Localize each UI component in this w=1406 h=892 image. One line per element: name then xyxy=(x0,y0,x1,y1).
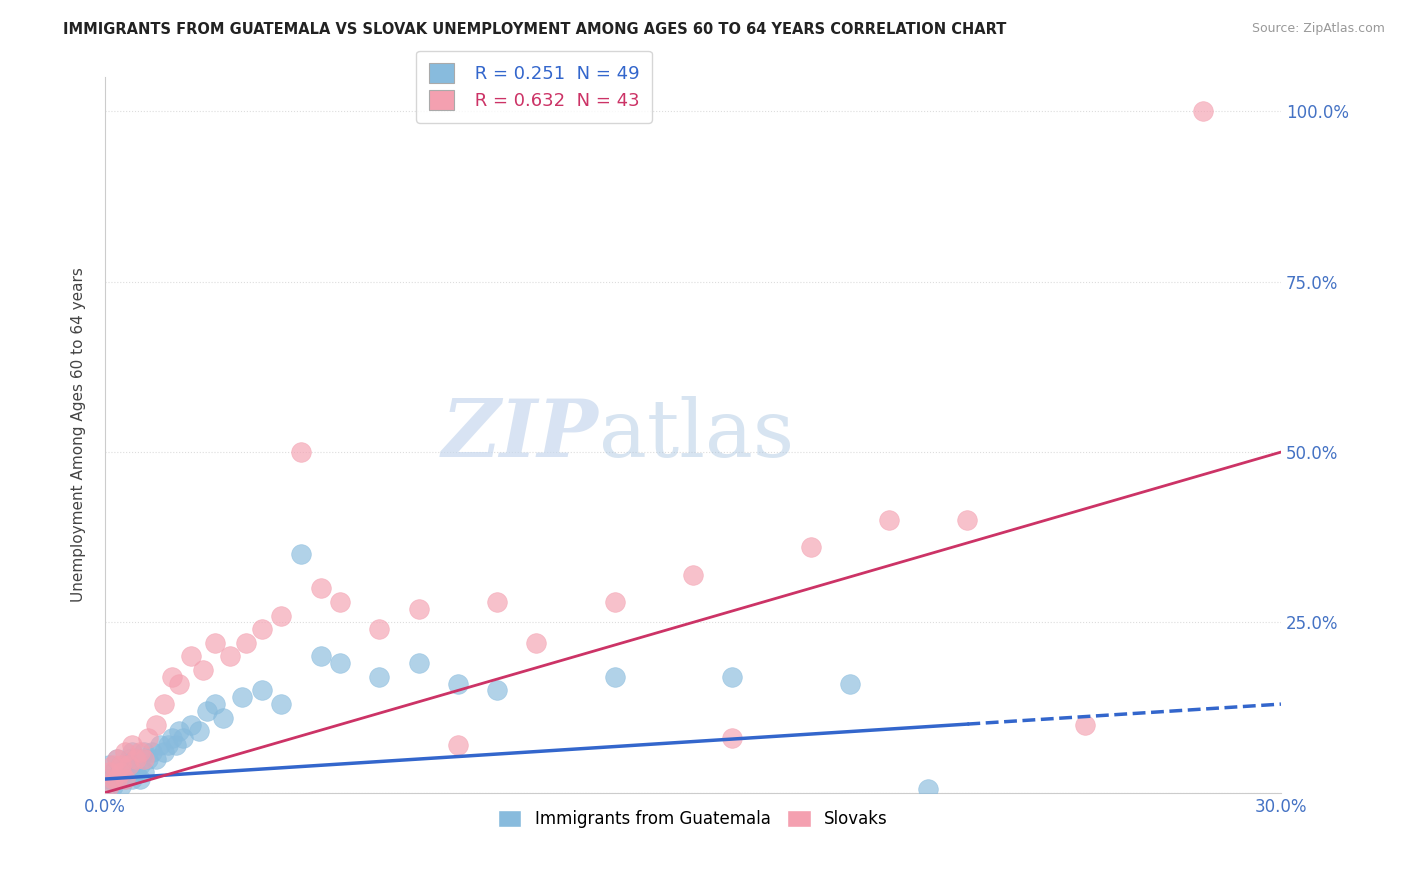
Point xyxy=(309,649,332,664)
Point xyxy=(114,745,136,759)
Point xyxy=(447,676,470,690)
Point xyxy=(105,772,128,786)
Point xyxy=(169,676,191,690)
Point xyxy=(156,738,179,752)
Point xyxy=(129,745,152,759)
Point xyxy=(270,608,292,623)
Point xyxy=(180,649,202,664)
Point xyxy=(101,765,124,780)
Point xyxy=(180,717,202,731)
Point xyxy=(603,595,626,609)
Point xyxy=(121,745,143,759)
Point xyxy=(105,751,128,765)
Point xyxy=(129,772,152,786)
Point xyxy=(408,601,430,615)
Point xyxy=(877,513,900,527)
Text: IMMIGRANTS FROM GUATEMALA VS SLOVAK UNEMPLOYMENT AMONG AGES 60 TO 64 YEARS CORRE: IMMIGRANTS FROM GUATEMALA VS SLOVAK UNEM… xyxy=(63,22,1007,37)
Point xyxy=(250,683,273,698)
Point xyxy=(329,657,352,671)
Point xyxy=(368,670,391,684)
Point xyxy=(110,765,132,780)
Point xyxy=(114,772,136,786)
Point xyxy=(134,745,156,759)
Point xyxy=(172,731,194,746)
Point xyxy=(165,738,187,752)
Point xyxy=(152,745,174,759)
Point xyxy=(105,751,128,765)
Point xyxy=(110,758,132,772)
Point xyxy=(211,711,233,725)
Point xyxy=(235,636,257,650)
Point xyxy=(447,738,470,752)
Text: ZIP: ZIP xyxy=(441,396,599,474)
Point xyxy=(145,751,167,765)
Point xyxy=(1191,104,1213,119)
Y-axis label: Unemployment Among Ages 60 to 64 years: Unemployment Among Ages 60 to 64 years xyxy=(72,268,86,602)
Point xyxy=(97,772,120,786)
Point xyxy=(129,758,152,772)
Point xyxy=(134,751,156,765)
Legend: Immigrants from Guatemala, Slovaks: Immigrants from Guatemala, Slovaks xyxy=(492,803,894,834)
Text: atlas: atlas xyxy=(599,396,794,474)
Point xyxy=(188,724,211,739)
Point xyxy=(329,595,352,609)
Point xyxy=(917,782,939,797)
Point xyxy=(160,670,183,684)
Point xyxy=(97,765,120,780)
Point xyxy=(204,697,226,711)
Point xyxy=(191,663,214,677)
Point xyxy=(114,772,136,786)
Point xyxy=(485,683,508,698)
Point xyxy=(956,513,979,527)
Point xyxy=(125,751,148,765)
Point xyxy=(101,772,124,786)
Point xyxy=(368,622,391,636)
Point xyxy=(121,772,143,786)
Point xyxy=(721,670,744,684)
Point xyxy=(1074,717,1097,731)
Point xyxy=(105,772,128,786)
Point xyxy=(136,731,159,746)
Text: Source: ZipAtlas.com: Source: ZipAtlas.com xyxy=(1251,22,1385,36)
Point xyxy=(169,724,191,739)
Point xyxy=(408,657,430,671)
Point xyxy=(195,704,218,718)
Point xyxy=(204,636,226,650)
Point xyxy=(110,765,132,780)
Point xyxy=(97,758,120,772)
Point xyxy=(145,717,167,731)
Point xyxy=(603,670,626,684)
Point xyxy=(524,636,547,650)
Point xyxy=(485,595,508,609)
Point xyxy=(101,758,124,772)
Point xyxy=(270,697,292,711)
Point xyxy=(838,676,860,690)
Point xyxy=(250,622,273,636)
Point xyxy=(231,690,253,705)
Point xyxy=(290,445,312,459)
Point xyxy=(97,779,120,793)
Point xyxy=(117,751,139,765)
Point xyxy=(125,765,148,780)
Point xyxy=(800,541,823,555)
Point xyxy=(125,751,148,765)
Point xyxy=(117,765,139,780)
Point xyxy=(152,697,174,711)
Point xyxy=(134,765,156,780)
Point xyxy=(721,731,744,746)
Point xyxy=(110,779,132,793)
Point xyxy=(117,758,139,772)
Point xyxy=(136,751,159,765)
Point xyxy=(290,547,312,561)
Point xyxy=(141,745,163,759)
Point xyxy=(101,779,124,793)
Point xyxy=(219,649,242,664)
Point xyxy=(309,582,332,596)
Point xyxy=(121,738,143,752)
Point xyxy=(160,731,183,746)
Point xyxy=(682,567,704,582)
Point xyxy=(114,758,136,772)
Point xyxy=(149,738,172,752)
